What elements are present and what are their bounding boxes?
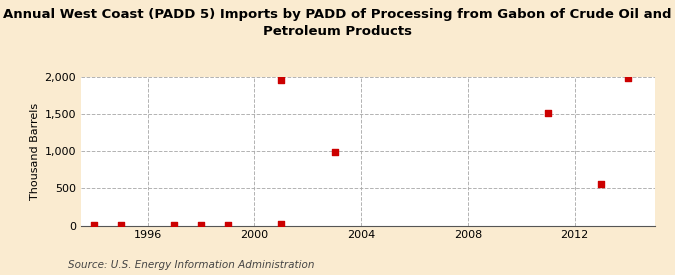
- Point: [276, 78, 287, 82]
- Point: [169, 222, 180, 227]
- Point: [89, 223, 100, 227]
- Point: [329, 150, 340, 154]
- Point: [222, 223, 233, 227]
- Point: [622, 76, 633, 80]
- Point: [596, 181, 607, 186]
- Point: [196, 222, 207, 227]
- Point: [115, 223, 126, 227]
- Y-axis label: Thousand Barrels: Thousand Barrels: [30, 103, 40, 200]
- Text: Source: U.S. Energy Information Administration: Source: U.S. Energy Information Administ…: [68, 260, 314, 270]
- Text: Annual West Coast (PADD 5) Imports by PADD of Processing from Gabon of Crude Oil: Annual West Coast (PADD 5) Imports by PA…: [3, 8, 672, 38]
- Point: [276, 221, 287, 226]
- Point: [543, 111, 554, 116]
